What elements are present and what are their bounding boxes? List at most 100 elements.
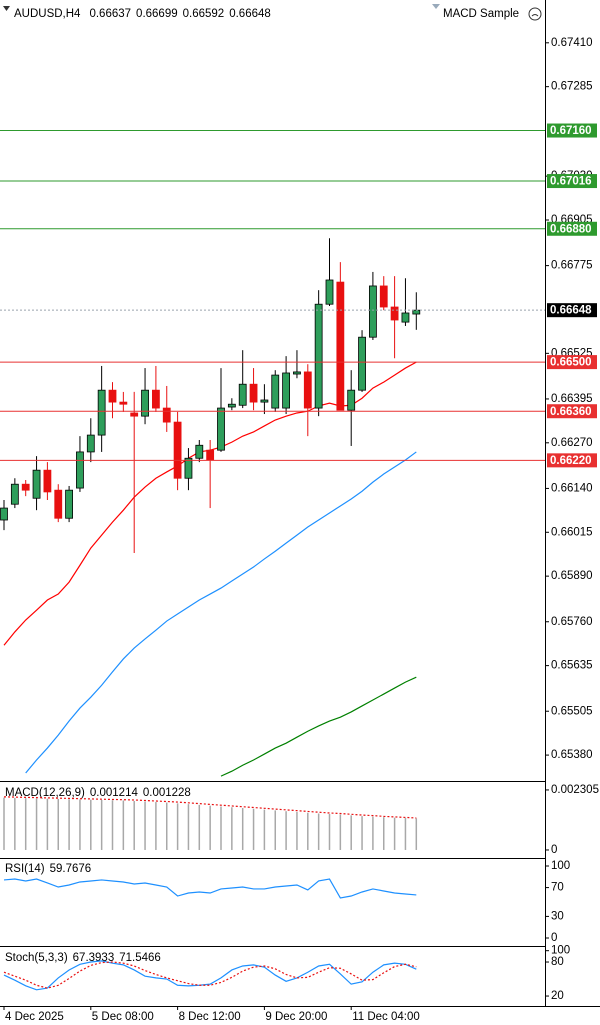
histogram-bar bbox=[339, 814, 342, 850]
candle-body bbox=[401, 312, 410, 323]
indicator-title: MACD(12,26,9) bbox=[5, 787, 85, 799]
symbol-menu-arrow[interactable] bbox=[3, 6, 10, 11]
x-tick-label: 9 Dec 20:00 bbox=[265, 1011, 327, 1023]
plot-area bbox=[0, 238, 421, 991]
candle-body bbox=[54, 489, 63, 519]
y-tick-label: 0.66140 bbox=[551, 482, 593, 494]
symbol-title: AUDUSD,H4 bbox=[14, 8, 81, 20]
indicator-value: 0.001228 bbox=[143, 787, 191, 799]
level-label-box bbox=[547, 404, 597, 419]
y-tick-label: 0.66775 bbox=[551, 260, 593, 272]
rsi-header: RSI(14) 59.7676 bbox=[5, 863, 91, 875]
y-tick-label: 70 bbox=[551, 882, 564, 894]
y-tick-label: 0.65505 bbox=[551, 705, 593, 717]
indicator-line bbox=[3, 960, 417, 991]
indicator-line bbox=[3, 796, 417, 819]
histogram-bar bbox=[100, 799, 103, 850]
candle-body bbox=[86, 434, 95, 453]
level-label-box bbox=[547, 174, 597, 189]
histogram-bar bbox=[133, 801, 135, 850]
candle-body bbox=[43, 469, 52, 493]
histogram-bar bbox=[209, 805, 211, 850]
candle-body bbox=[32, 469, 41, 499]
histogram-bar bbox=[79, 799, 81, 850]
candle-body bbox=[358, 336, 366, 391]
y-tick-label: 0.65890 bbox=[551, 570, 593, 582]
level-label: 0.66220 bbox=[550, 455, 592, 467]
histogram-bar bbox=[393, 817, 396, 850]
histogram-bar bbox=[90, 799, 92, 850]
indicator-value: 59.7676 bbox=[50, 863, 92, 875]
candle-body bbox=[412, 309, 421, 315]
histogram-bar bbox=[241, 808, 244, 850]
x-tick-label: 5 Dec 08:00 bbox=[92, 1011, 154, 1023]
histogram-bar bbox=[263, 809, 266, 850]
histogram-bar bbox=[383, 817, 385, 850]
candle-body bbox=[206, 449, 215, 461]
histogram-bar bbox=[144, 801, 146, 850]
candle-body bbox=[0, 507, 8, 521]
macd-header: MACD(12,26,9) 0.001214 0.001228 bbox=[5, 787, 191, 799]
y-tick-label: 0.67410 bbox=[551, 37, 593, 49]
y-tick-label: 80 bbox=[551, 956, 564, 968]
level-label-box bbox=[547, 221, 597, 236]
histogram-bar bbox=[285, 811, 287, 850]
histogram-bar bbox=[328, 814, 331, 850]
one-click-arrow[interactable] bbox=[432, 4, 440, 9]
candle-body bbox=[97, 389, 106, 436]
candle-body bbox=[390, 306, 399, 321]
y-tick-label: 0 bbox=[551, 844, 557, 856]
candle-body bbox=[336, 281, 345, 411]
histogram-bar bbox=[404, 817, 407, 850]
candle-body bbox=[151, 389, 160, 409]
y-tick-label: 100 bbox=[551, 860, 570, 872]
candle-body bbox=[227, 403, 236, 408]
stoch-header: Stoch(5,3,3) 67.3933 71.5466 bbox=[5, 952, 161, 964]
histogram-bar bbox=[122, 800, 125, 850]
candle-body bbox=[217, 407, 225, 451]
y-tick-label: 0.67285 bbox=[551, 81, 593, 93]
candle-body bbox=[293, 371, 301, 375]
level-label: 0.66360 bbox=[550, 406, 592, 418]
histogram-bar bbox=[415, 818, 418, 850]
chart-header: AUDUSD,H4 0.66637 0.66699 0.66592 0.66648 bbox=[14, 8, 271, 20]
candle-body bbox=[314, 303, 323, 409]
histogram-bar bbox=[361, 816, 363, 850]
expert-smiley bbox=[528, 7, 542, 21]
histogram-bar bbox=[68, 799, 70, 850]
y-tick-label: 0.65760 bbox=[551, 616, 593, 628]
histogram-bar bbox=[296, 811, 298, 850]
histogram-bar bbox=[198, 804, 201, 850]
level-label-box bbox=[547, 355, 597, 370]
ohlc-low: 0.66592 bbox=[183, 8, 225, 20]
expert-icon bbox=[528, 7, 542, 21]
histogram-bar bbox=[274, 810, 276, 850]
histogram-bar bbox=[350, 815, 352, 850]
x-tick-label: 4 Dec 2025 bbox=[5, 1011, 64, 1023]
histogram-bar bbox=[176, 803, 179, 850]
candle-body bbox=[347, 389, 356, 411]
ohlc-high: 0.66699 bbox=[136, 8, 178, 20]
histogram-bar bbox=[35, 798, 38, 850]
candle-body bbox=[184, 457, 193, 479]
level-label: 0.66500 bbox=[550, 357, 592, 369]
y-tick-label: 0.002305 bbox=[551, 784, 599, 796]
candle-body bbox=[325, 279, 334, 305]
candle-body bbox=[10, 483, 19, 505]
candle-body bbox=[130, 412, 139, 417]
histogram-bar bbox=[187, 804, 190, 850]
y-tick-label: 0.66015 bbox=[551, 526, 593, 538]
indicator-line bbox=[3, 878, 417, 899]
candle-body bbox=[162, 407, 171, 423]
y-tick-label: 30 bbox=[551, 910, 564, 922]
candle-body bbox=[76, 451, 84, 489]
histogram-bar bbox=[46, 798, 49, 850]
current-price-box bbox=[547, 303, 597, 318]
candle-body bbox=[65, 489, 73, 519]
expert-name: MACD Sample bbox=[443, 8, 519, 20]
histogram-bar bbox=[220, 806, 222, 850]
indicator-line bbox=[3, 961, 417, 989]
